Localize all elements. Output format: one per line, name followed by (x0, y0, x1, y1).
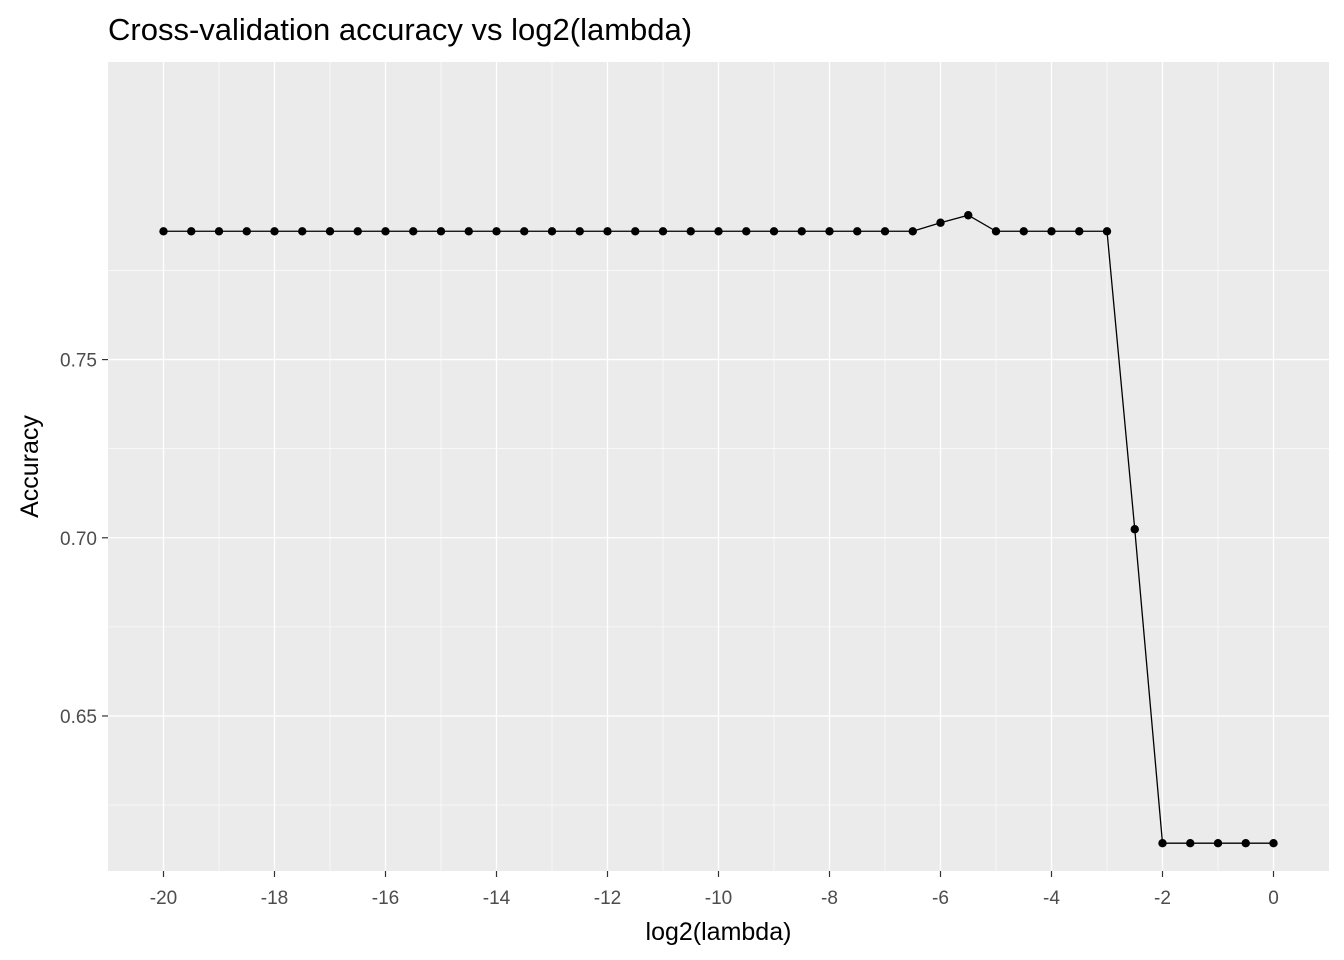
data-point (1047, 227, 1056, 236)
data-point (1019, 227, 1028, 236)
series-group (159, 211, 1278, 848)
data-point (436, 227, 446, 236)
data-point (353, 227, 362, 236)
data-point (825, 227, 834, 236)
data-point (908, 227, 917, 236)
y-tick-label: 0.70 (60, 529, 97, 550)
data-point (742, 227, 751, 236)
y-axis-title: Accuracy (16, 415, 44, 518)
data-point (464, 227, 473, 236)
x-tick-label: -10 (705, 888, 732, 909)
x-tick-label: -12 (594, 888, 621, 909)
data-point (187, 227, 196, 236)
x-tick-label: -8 (821, 888, 838, 909)
x-axis: -20 -18 -16 -14 -12 -10 -8 -6 -4 -2 0 (150, 871, 1279, 909)
y-axis: 0.65 0.70 0.75 (60, 351, 108, 728)
chart-title: Cross-validation accuracy vs log2(lambda… (108, 12, 692, 47)
x-tick-label: -18 (261, 888, 288, 909)
x-tick-label: -6 (932, 888, 949, 909)
data-point (381, 227, 390, 236)
data-point (547, 227, 557, 236)
data-point (1075, 227, 1084, 236)
x-tick-label: -16 (372, 888, 399, 909)
data-point (936, 218, 945, 227)
data-point (1269, 839, 1278, 848)
data-point (658, 227, 668, 236)
data-point (991, 227, 1001, 236)
data-point (1241, 839, 1250, 848)
data-point (1213, 839, 1223, 848)
x-tick-label: 0 (1268, 888, 1279, 909)
data-point (409, 227, 418, 236)
data-point (853, 227, 862, 236)
y-tick-label: 0.75 (60, 351, 97, 372)
data-point (769, 227, 779, 236)
data-point (1130, 525, 1139, 534)
x-tick-label: -14 (483, 888, 511, 909)
data-point (603, 227, 612, 236)
data-point (575, 227, 584, 236)
data-point (325, 227, 335, 236)
major-gridlines (108, 62, 1329, 871)
x-axis-title: log2(lambda) (646, 918, 792, 946)
data-point (270, 227, 279, 236)
data-point (631, 227, 640, 236)
data-point (214, 227, 224, 236)
data-point (1186, 839, 1195, 848)
data-point (1102, 227, 1112, 236)
data-point (492, 227, 501, 236)
data-point (298, 227, 307, 236)
data-point (242, 227, 251, 236)
x-tick-label: -2 (1154, 888, 1171, 909)
data-point (964, 211, 973, 220)
x-tick-label: -4 (1043, 888, 1060, 909)
data-point (1158, 839, 1167, 848)
x-tick-label: -20 (150, 888, 177, 909)
data-point (159, 227, 168, 236)
y-tick-label: 0.65 (60, 707, 97, 728)
data-point (714, 227, 723, 236)
data-point (520, 227, 529, 236)
data-point (880, 227, 890, 236)
data-point (797, 227, 806, 236)
data-point (686, 227, 695, 236)
